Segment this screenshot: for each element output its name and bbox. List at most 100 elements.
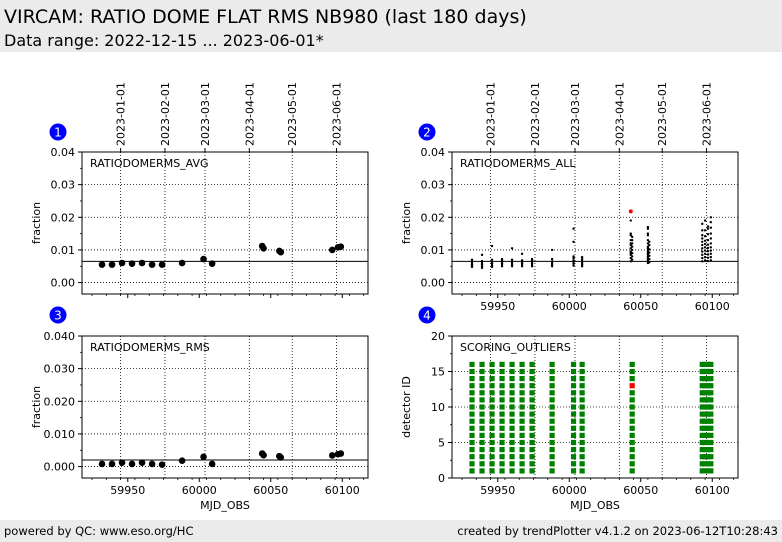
data-point xyxy=(118,459,126,466)
panel-2: 2 0.00 0.01 0.02 0.03 0.04 59950 60000 60050 6010… xyxy=(400,82,739,313)
data-point xyxy=(580,261,584,265)
scoring-square xyxy=(699,383,705,389)
scoring-square xyxy=(699,461,705,467)
scoring-square xyxy=(702,461,708,467)
scoring-square xyxy=(579,404,585,410)
scoring-square xyxy=(629,361,635,367)
data-point xyxy=(701,243,704,247)
scoring-square xyxy=(570,454,577,460)
data-point xyxy=(706,227,710,230)
y-tick-label: 0.00 xyxy=(51,277,76,290)
data-point xyxy=(580,259,584,263)
date-tick-label: 2023-03-01 xyxy=(569,82,582,146)
data-point xyxy=(703,249,707,252)
data-point xyxy=(629,256,632,260)
y-tick-label: 0.010 xyxy=(44,428,76,441)
scoring-square xyxy=(509,447,515,453)
scoring-square xyxy=(509,454,515,460)
scoring-square xyxy=(708,447,714,453)
scoring-square xyxy=(570,390,577,396)
scoring-square xyxy=(702,468,708,474)
scoring-square xyxy=(479,461,485,467)
data-point xyxy=(709,220,713,224)
scoring-square xyxy=(519,425,525,431)
data-point xyxy=(148,460,156,468)
y-tick-label: 0.01 xyxy=(51,244,76,257)
scoring-square xyxy=(699,432,705,438)
scoring-square xyxy=(529,454,535,460)
data-point xyxy=(98,460,106,468)
data-point xyxy=(646,245,650,248)
data-point xyxy=(630,235,634,239)
scoring-square xyxy=(699,376,705,382)
scoring-square xyxy=(702,361,708,367)
x-tick-label: 60100 xyxy=(695,300,730,313)
scoring-square xyxy=(570,439,577,446)
data-point xyxy=(709,259,713,262)
data-point xyxy=(480,261,484,265)
data-point xyxy=(709,237,713,240)
y-tick-label: 0.02 xyxy=(51,211,76,224)
scoring-square xyxy=(705,418,711,424)
date-tick-label: 2023-05-01 xyxy=(286,82,299,146)
data-point xyxy=(630,255,634,258)
scoring-square xyxy=(489,468,495,474)
y-axis-label: fraction xyxy=(400,202,413,244)
scoring-square xyxy=(629,432,635,438)
scoring-square xyxy=(469,447,475,453)
data-point xyxy=(629,219,632,222)
data-point xyxy=(128,260,136,267)
y-tick-label: 5 xyxy=(438,437,445,450)
scoring-square xyxy=(570,432,577,438)
footer: powered by QC: www.eso.org/HC created by… xyxy=(0,520,782,542)
scoring-square xyxy=(529,383,535,389)
data-point xyxy=(470,258,474,261)
data-point xyxy=(630,248,634,252)
scoring-square xyxy=(529,376,535,382)
date-tick-label: 2023-04-01 xyxy=(243,82,256,146)
scoring-square xyxy=(469,432,475,438)
scoring-square xyxy=(705,368,711,375)
panel-number: 4 xyxy=(423,309,431,323)
scoring-square xyxy=(579,383,585,389)
scoring-square xyxy=(479,411,485,417)
data-point xyxy=(709,226,713,229)
data-point xyxy=(648,251,651,254)
scoring-square xyxy=(579,425,585,431)
scoring-square xyxy=(469,439,475,446)
scoring-square xyxy=(509,432,515,438)
date-tick-label: 2023-01-01 xyxy=(115,82,128,146)
panel-badge xyxy=(418,123,436,141)
x-tick-label: 59950 xyxy=(480,484,515,497)
scoring-square xyxy=(499,418,505,424)
data-point xyxy=(510,258,514,261)
data-point xyxy=(701,256,704,260)
panel-number: 3 xyxy=(54,309,62,323)
scoring-square xyxy=(499,383,505,389)
data-point xyxy=(208,260,216,267)
date-tick-label: 2023-04-01 xyxy=(613,82,626,146)
scoring-square xyxy=(499,461,505,467)
x-tick-label: 60100 xyxy=(325,484,360,497)
data-point xyxy=(630,242,634,245)
data-point xyxy=(701,253,704,257)
outlier-square xyxy=(629,383,635,389)
scoring-square xyxy=(705,454,711,460)
data-point xyxy=(277,454,285,461)
scoring-square xyxy=(479,454,485,460)
scoring-square xyxy=(509,404,515,410)
scoring-square xyxy=(489,383,495,389)
scoring-square xyxy=(699,411,705,417)
scoring-square xyxy=(702,454,708,460)
data-point xyxy=(158,461,166,468)
data-point xyxy=(648,254,651,258)
scoring-square xyxy=(489,439,495,446)
scoring-square xyxy=(702,447,708,453)
data-point xyxy=(709,232,713,235)
panel-number: 1 xyxy=(54,126,62,140)
data-point xyxy=(490,244,494,248)
y-tick-label: 0.03 xyxy=(51,179,76,192)
scoring-square xyxy=(708,390,714,396)
data-point xyxy=(706,243,710,246)
panel-3: 3 0.000 0.010 0.020 0.030 0.040 59950 60000 6005… xyxy=(30,306,369,512)
